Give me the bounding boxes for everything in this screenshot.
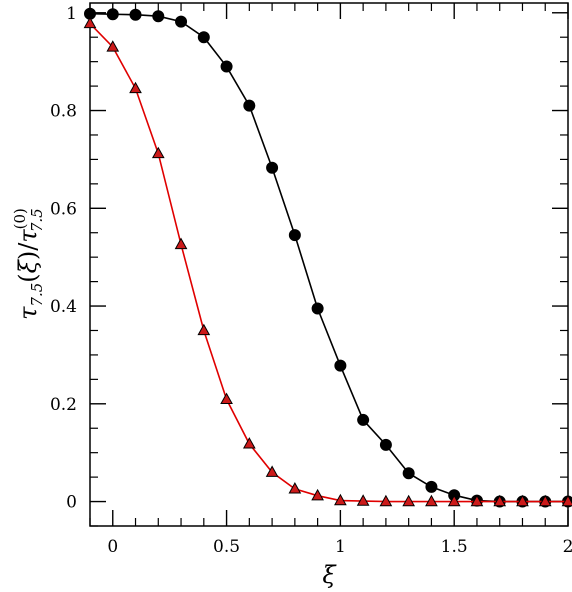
data-point-triangle <box>379 494 393 507</box>
y-tick-label: 1 <box>66 4 77 24</box>
data-point-triangle <box>334 493 347 506</box>
data-point-circle <box>266 161 279 174</box>
data-point-triangle <box>174 237 188 250</box>
data-point-triangle <box>470 494 484 507</box>
data-point-triangle <box>493 494 507 507</box>
y-tick-label: 0.8 <box>50 102 77 122</box>
data-point-triangle <box>311 488 324 501</box>
y-tick-label: 0.4 <box>50 297 77 317</box>
x-tick-label: 0.5 <box>213 537 240 557</box>
data-point-triangle <box>402 494 416 507</box>
data-point-circle <box>288 229 301 242</box>
data-point-triangle <box>516 494 529 507</box>
data-point-circle <box>152 10 165 23</box>
x-tick-label: 1 <box>335 537 346 557</box>
y-title-tau2: τ <box>14 229 42 243</box>
data-point-circle <box>357 413 370 426</box>
plot-frame <box>89 2 569 527</box>
y-title-sup2: (0) <box>11 208 29 229</box>
data-point-circle <box>197 31 210 44</box>
y-tick-label: 0 <box>66 493 77 513</box>
data-point-circle <box>379 438 392 451</box>
data-point-triangle <box>83 16 97 29</box>
y-tick-label: 0.6 <box>50 199 77 219</box>
data-point-circle <box>129 8 142 21</box>
data-point-triangle <box>151 146 165 159</box>
data-point-circle <box>175 15 188 28</box>
data-point-triangle <box>265 465 279 477</box>
axis-ticks <box>89 3 569 527</box>
y-title-sub: 7.5 <box>28 283 46 307</box>
data-point-triangle <box>220 392 233 405</box>
data-point-triangle <box>129 81 142 94</box>
data-point-triangle <box>561 494 572 507</box>
x-tick-label: 1.5 <box>441 537 468 557</box>
y-title-slash: / <box>14 242 42 251</box>
series-1 <box>84 7 572 508</box>
data-point-triangle <box>538 494 552 507</box>
data-point-circle <box>220 60 233 73</box>
series-1-line <box>89 12 568 503</box>
svg-text:τ7.5(ξ)/τ(0)7.5: τ7.5(ξ)/τ(0)7.5 <box>11 208 46 320</box>
x-tick-label: 0 <box>107 537 118 557</box>
y-title-xi: ξ <box>14 258 42 273</box>
data-point-triangle <box>242 437 256 449</box>
data-point-triangle <box>356 494 370 506</box>
data-point-circle <box>243 99 256 112</box>
axis-tick-labels: 0 0.5 1 1.5 2 0 0.2 0.4 0.6 0.8 1 <box>50 4 572 557</box>
data-point-circle <box>425 480 438 493</box>
data-point-circle <box>402 467 415 480</box>
data-point-triangle <box>425 494 438 507</box>
series-layer <box>83 7 572 508</box>
y-title-sub2: 7.5 <box>28 208 46 232</box>
data-point-circle <box>334 359 347 372</box>
data-point-triangle <box>288 482 302 494</box>
data-point-circle <box>311 302 324 315</box>
data-point-circle <box>106 8 119 21</box>
x-tick-label: 2 <box>563 537 572 557</box>
y-title-open: ( <box>14 273 42 282</box>
series-2 <box>83 16 572 507</box>
series-2-line <box>89 22 568 503</box>
data-point-triangle <box>197 323 211 336</box>
y-axis-title: τ7.5(ξ)/τ(0)7.5 <box>11 208 46 320</box>
data-point-triangle <box>106 40 120 52</box>
y-tick-label: 0.2 <box>50 395 77 415</box>
y-title-close: ) <box>14 251 42 260</box>
data-point-triangle <box>447 494 461 507</box>
y-title-tau: τ <box>14 306 42 320</box>
x-axis-title: ξ <box>322 561 337 589</box>
